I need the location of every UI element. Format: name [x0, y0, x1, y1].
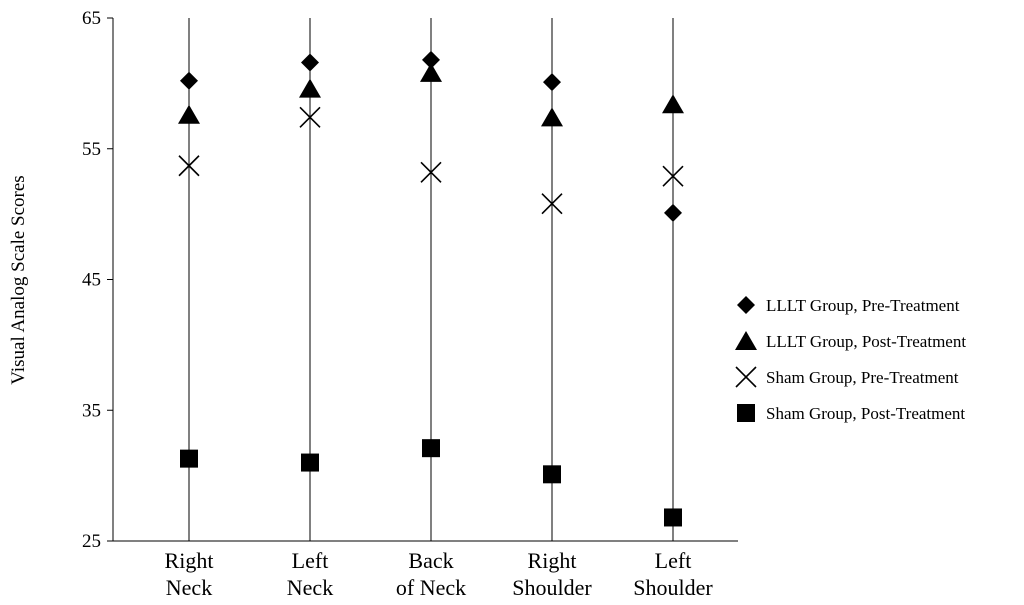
legend-label: Sham Group, Post-Treatment [766, 404, 965, 423]
x-point [541, 193, 563, 215]
x-point [662, 165, 684, 187]
x-point [299, 106, 321, 128]
legend-label: Sham Group, Pre-Treatment [766, 368, 959, 387]
legend-diamond-marker [737, 296, 755, 314]
x-point-stroke [420, 161, 442, 183]
x-tick-label: Neck [287, 575, 333, 600]
legend-x-marker-stroke [735, 366, 757, 388]
x-tick-label: Back [408, 548, 453, 573]
x-tick-label: Left [655, 548, 692, 573]
square-point [180, 449, 198, 468]
diamond-point [664, 203, 682, 222]
square-point [422, 439, 440, 458]
y-tick-label: 35 [82, 400, 101, 421]
legend-label: LLLT Group, Post-Treatment [766, 332, 966, 351]
x-point-stroke [662, 165, 684, 187]
diamond-point [180, 71, 198, 90]
legend: LLLT Group, Pre-Treatment LLLT Group, Pos… [735, 296, 966, 423]
y-tick-label: 25 [82, 531, 101, 552]
triangle-point [662, 94, 684, 114]
square-point [301, 453, 319, 472]
y-axis-label: Visual Analog Scale Scores [8, 175, 29, 384]
square-point [543, 465, 561, 484]
legend-label: LLLT Group, Pre-Treatment [766, 296, 960, 315]
square-point [664, 508, 682, 527]
legend-square-marker [737, 404, 755, 422]
y-tick-label: 65 [82, 8, 101, 29]
diamond-point [422, 50, 440, 69]
x-point-stroke [541, 193, 563, 215]
y-tick-label: 45 [82, 270, 101, 291]
triangle-point [178, 104, 200, 124]
x-tick-label: Neck [166, 575, 212, 600]
x-point [178, 155, 200, 177]
x-tick-label: Shoulder [512, 575, 592, 600]
y-tick-label: 55 [82, 139, 101, 160]
legend-triangle-marker [735, 331, 757, 350]
y-ticks: 25 35 45 55 65 [82, 8, 113, 552]
x-point-stroke [299, 106, 321, 128]
x-tick-label: Right [165, 548, 214, 573]
triangle-point [299, 78, 321, 98]
x-tick-label: Left [292, 548, 329, 573]
x-point-stroke [178, 155, 200, 177]
x-point [420, 161, 442, 183]
legend-x-marker [735, 366, 757, 388]
triangle-point [541, 107, 563, 127]
diamond-point [543, 73, 561, 92]
category-lines [188, 18, 674, 541]
x-tick-label: of Neck [396, 575, 466, 600]
x-tick-label: Shoulder [633, 575, 713, 600]
data-points [178, 50, 684, 527]
x-tick-label: Right [528, 548, 577, 573]
diamond-point [301, 53, 319, 72]
triangle-point [420, 62, 442, 82]
